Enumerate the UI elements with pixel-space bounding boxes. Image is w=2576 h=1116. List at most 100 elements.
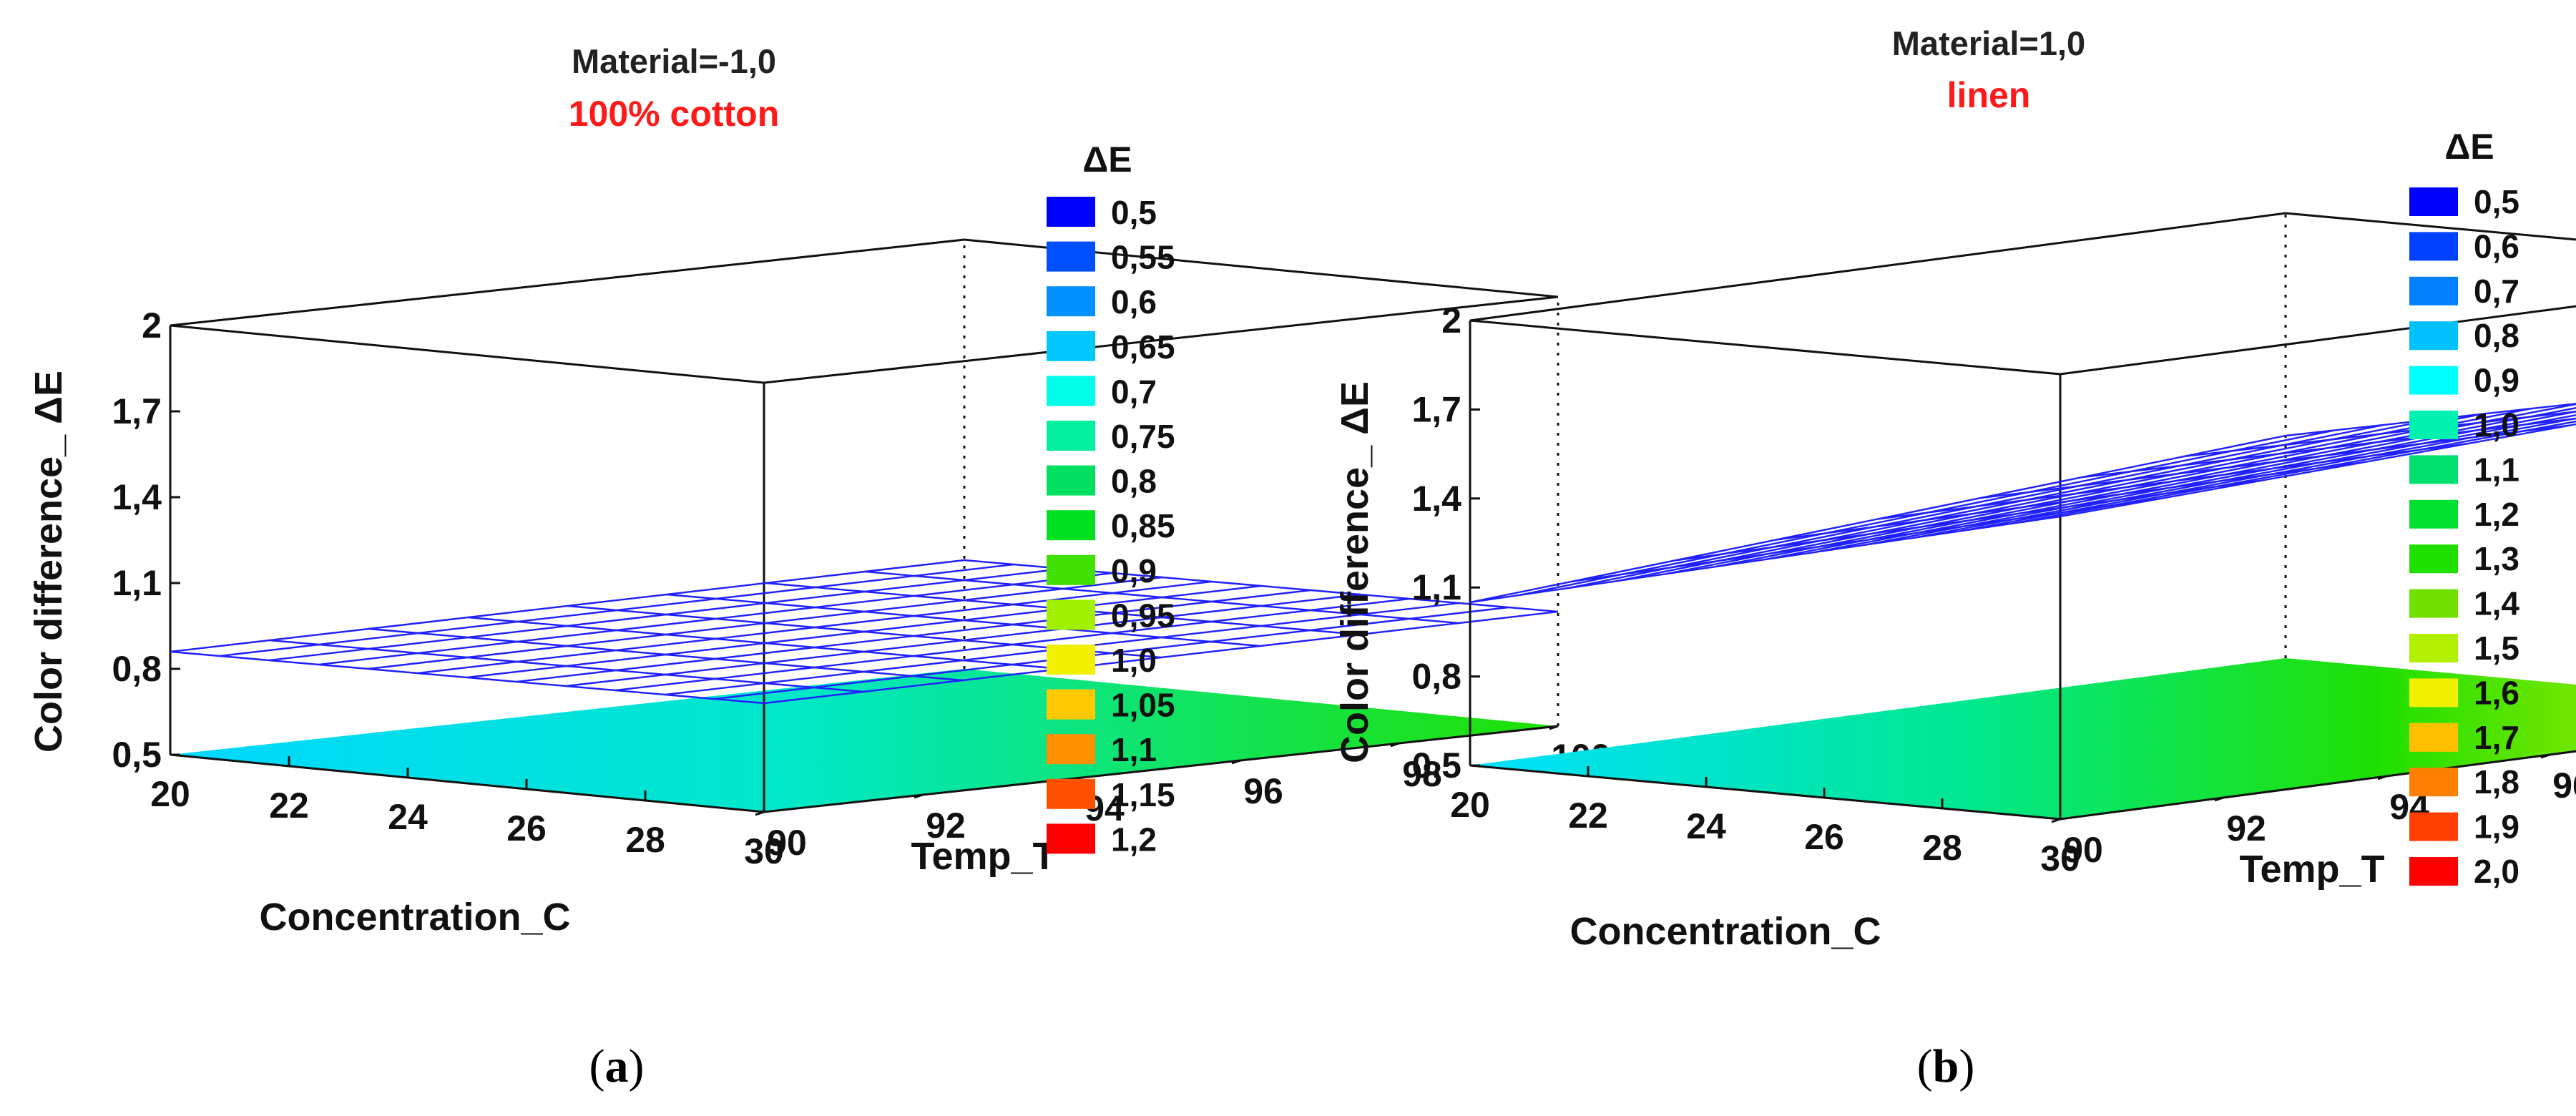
x-tick-label: 28 (1922, 828, 1962, 868)
legend-swatch (2409, 232, 2458, 261)
mesh-line (666, 593, 1260, 647)
chart-subtitle: 100% cotton (569, 94, 780, 134)
z-tick-label: 1,7 (1411, 389, 1461, 429)
z-tick-label: 2 (142, 305, 162, 346)
legend-label: 1,0 (2474, 406, 2519, 444)
x-tick-label: 28 (625, 820, 665, 860)
plot-box (1469, 212, 2576, 821)
y-tick-mark (914, 793, 924, 799)
color-legend: ΔE 0,5 0,6 0,7 0,8 0,9 1,0 1,1 1,2 1,3 1,4 1,5 1,6 1,… (2409, 127, 2519, 890)
y-tick-label: 96 (1243, 771, 1283, 811)
legend-swatch (1047, 197, 1095, 227)
y-tick-label: 90 (767, 823, 807, 863)
legend-swatch (2409, 678, 2458, 708)
mesh-line (468, 616, 1062, 670)
mesh-line (1814, 407, 2576, 554)
legend-swatch (1047, 421, 1095, 451)
y-tick-mark (1390, 742, 1400, 748)
box-edge (170, 753, 765, 813)
z-tick-label: 0,5 (112, 735, 162, 775)
z-tick-label: 0,8 (112, 649, 162, 689)
surface-floor (1470, 658, 2576, 819)
x-tick-label: 26 (1804, 817, 1844, 857)
legend-label: 0,9 (2474, 362, 2519, 399)
box-edge (763, 725, 1559, 813)
legend-swatch (2409, 768, 2458, 797)
color-legend: ΔE 0,5 0,55 0,6 0,65 0,7 0,75 0,8 0,85 0,9 0,95 1,0… (1047, 140, 1175, 858)
x-tick-label: 30 (2040, 838, 2080, 878)
mesh-line (865, 570, 1459, 625)
box-edge (1469, 212, 2286, 322)
legend-label: 0,5 (1111, 194, 1157, 231)
z-tick-label: 2 (1441, 300, 1461, 341)
legend-swatch (1047, 734, 1095, 765)
chart-subtitle: linen (1947, 75, 2031, 115)
legend-label: 0,8 (2474, 317, 2519, 354)
chart-title: Material=-1,0 (572, 42, 776, 80)
panel-caption-letter: a (605, 1040, 629, 1092)
legend-label: 1,15 (1111, 776, 1175, 813)
legend-label: 0,65 (1111, 328, 1175, 366)
legend-label: 2,0 (2474, 853, 2519, 890)
y-tick-mark (2540, 753, 2550, 759)
legend-swatch (2409, 634, 2458, 662)
legend-swatch (1047, 331, 1095, 361)
z-tick-label: 1,7 (112, 391, 162, 431)
box-edge (170, 324, 765, 384)
legend-label: 0,9 (1111, 552, 1157, 589)
legend-label: 0,85 (1111, 507, 1175, 544)
legend-swatch (1047, 286, 1095, 317)
z-tick-label: 1,4 (1411, 479, 1461, 519)
mesh-line (1469, 515, 2061, 604)
chart-panel-b: Material=1,0 linen 0,5 0,8 1,1 1,4 1,7 2 20 22… (1333, 24, 2576, 1092)
z-axis-label: Color difference_ ΔE (27, 371, 70, 753)
y-tick-mark (755, 811, 765, 816)
mesh-line (2081, 417, 2576, 479)
box-edge (2060, 305, 2576, 376)
legend-label: 0,6 (2474, 227, 2519, 265)
mesh-line (2285, 403, 2576, 437)
y-tick-label: 98 (1402, 754, 1442, 794)
x-tick-label: 24 (1686, 806, 1726, 846)
legend-label: 0,55 (1111, 239, 1175, 276)
y-tick-mark (2377, 775, 2387, 780)
mesh-line (1776, 461, 2366, 541)
legend-swatch (2409, 499, 2458, 529)
legend-swatch (1047, 823, 1095, 854)
y-axis-label: Temp_T (911, 835, 1056, 878)
legend-swatch (1047, 241, 1095, 272)
x-tick-label: 22 (1568, 796, 1608, 836)
mesh-line (1673, 479, 2265, 562)
legend-swatch (2409, 544, 2458, 574)
contour-floor (170, 669, 1558, 812)
z-axis-label: Color difference_ ΔE (1333, 381, 1376, 763)
legend-label: 1,2 (1111, 821, 1157, 858)
legend-label: 1,8 (2474, 763, 2519, 801)
legend-label: 1,2 (2474, 496, 2519, 533)
legend-swatch (2409, 812, 2458, 841)
legend-label: 1,0 (1111, 642, 1157, 679)
mesh-line (368, 627, 963, 682)
legend-swatch (1047, 778, 1095, 809)
legend-swatch (1047, 376, 1095, 406)
y-tick-mark (2051, 818, 2061, 823)
legend-swatch (2409, 589, 2458, 618)
legend-label: 1,3 (2474, 540, 2519, 577)
legend-swatch (1047, 599, 1095, 630)
box-edge (763, 295, 1559, 384)
x-axis-ticks: 20 22 24 26 28 30 (150, 745, 784, 871)
mesh-line (269, 639, 863, 693)
legend-label: 1,1 (2474, 451, 2519, 488)
legend-label: 0,7 (2474, 273, 2519, 310)
panel-caption-letter: b (1933, 1040, 1959, 1092)
mesh-line (1877, 442, 2469, 520)
legend-swatch (2409, 857, 2458, 886)
z-axis-ticks: 0,5 0,8 1,1 1,4 1,7 2 (1411, 300, 1480, 785)
box-edge (170, 238, 965, 327)
y-axis-label: Temp_T (2239, 848, 2384, 891)
panel-caption: (a) (589, 1040, 645, 1092)
z-tick-label: 0,5 (1411, 745, 1461, 785)
legend-label: 0,7 (1111, 373, 1157, 410)
x-tick-label: 22 (269, 785, 309, 826)
